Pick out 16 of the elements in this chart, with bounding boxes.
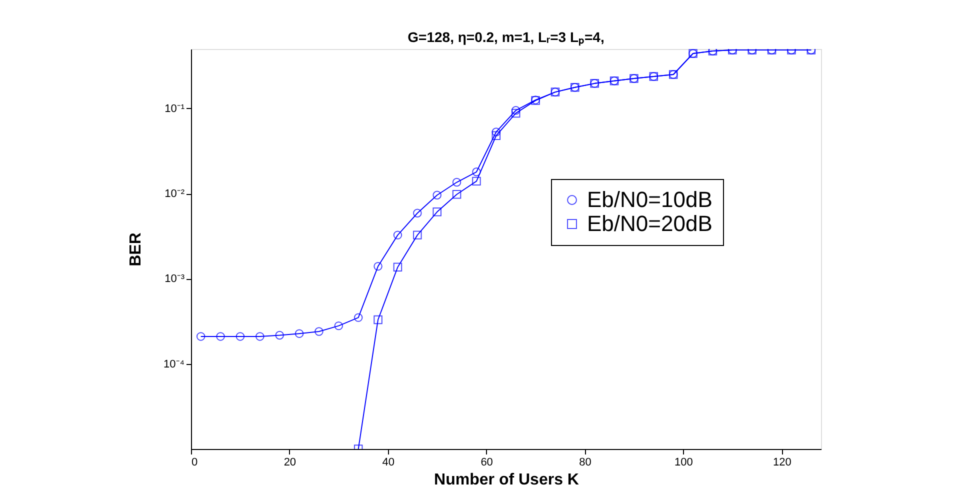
y-tick-label: 10⁻⁴: [164, 358, 185, 370]
x-tick-label: 40: [382, 456, 394, 468]
x-tick-label: 80: [579, 456, 592, 468]
legend-label: Eb/N0=10dB: [587, 187, 712, 212]
legend-label: Eb/N0=20dB: [587, 211, 712, 236]
y-tick-label: 10⁻³: [164, 273, 185, 286]
x-tick-label: 0: [192, 456, 198, 468]
y-tick-label: 10⁻¹: [164, 103, 185, 115]
x-tick-label: 100: [674, 456, 693, 468]
y-axis-title: BER: [128, 232, 145, 266]
y-tick-label: 10⁻²: [164, 188, 185, 200]
chart-title: G=128, η=0.2, m=1, Lᵣ=3 Lₚ=4,: [408, 29, 604, 46]
x-tick-label: 60: [480, 456, 493, 468]
x-tick-label: 20: [284, 456, 296, 468]
x-axis-title: Number of Users K: [434, 472, 580, 488]
x-tick-label: 120: [772, 456, 792, 468]
